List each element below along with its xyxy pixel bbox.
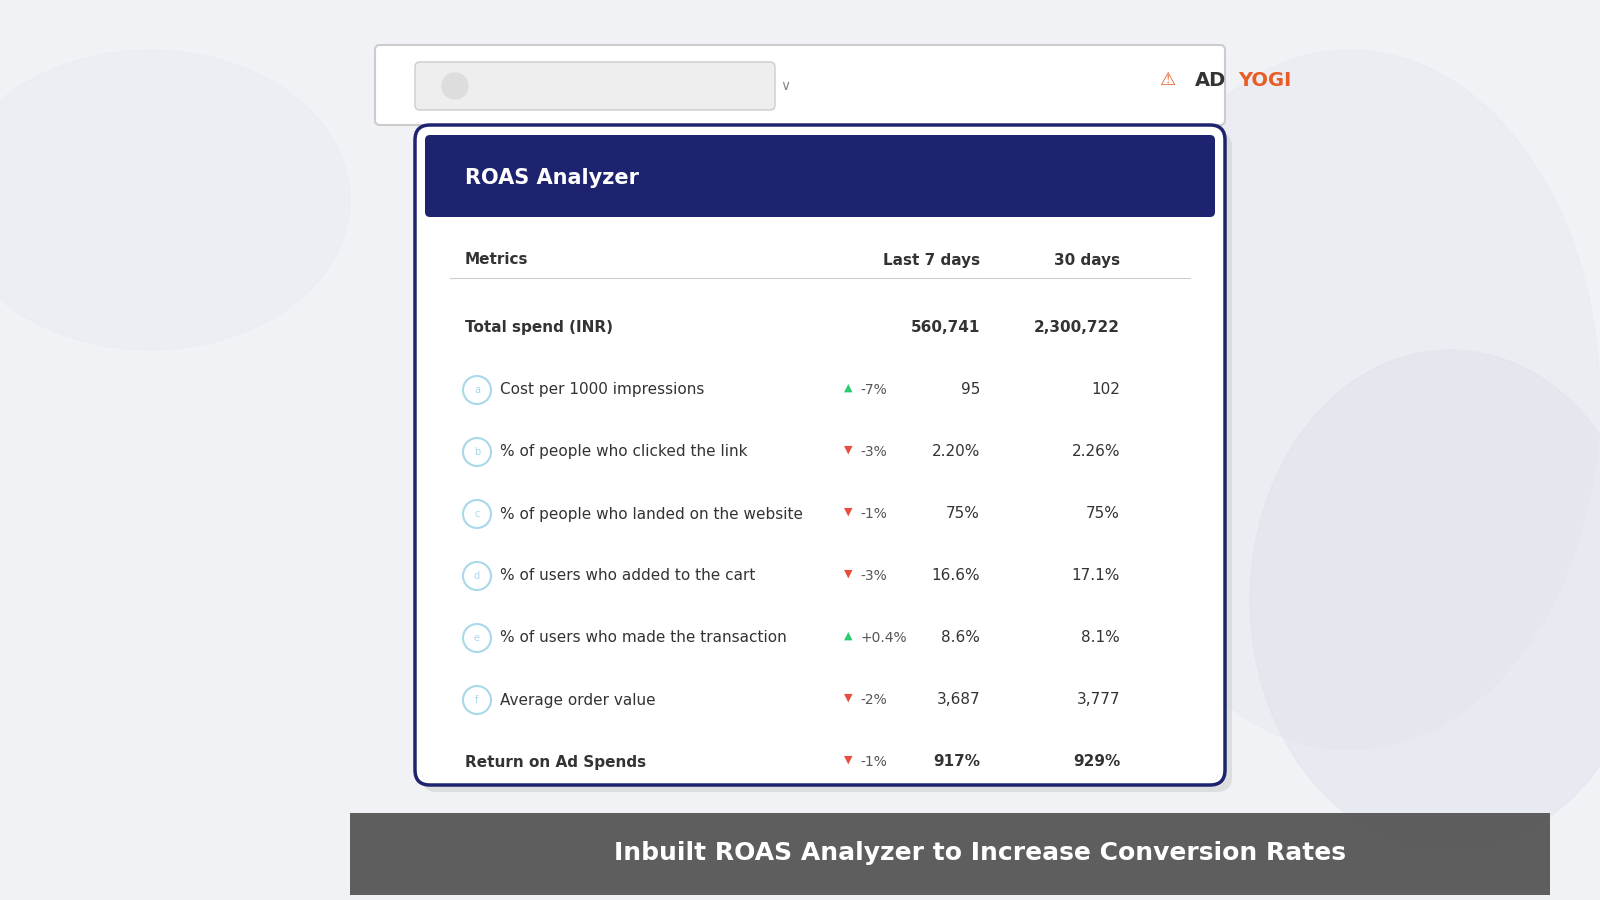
Text: 30 days: 30 days bbox=[1054, 253, 1120, 267]
Text: 95: 95 bbox=[960, 382, 979, 398]
Text: ⚠: ⚠ bbox=[1160, 71, 1182, 89]
Text: +0.4%: +0.4% bbox=[861, 631, 907, 645]
Ellipse shape bbox=[1101, 50, 1600, 750]
Text: -3%: -3% bbox=[861, 569, 886, 583]
FancyBboxPatch shape bbox=[374, 45, 1226, 125]
FancyBboxPatch shape bbox=[426, 135, 1214, 217]
Text: 17.1%: 17.1% bbox=[1072, 569, 1120, 583]
Text: Inbuilt ROAS Analyzer to Increase Conversion Rates: Inbuilt ROAS Analyzer to Increase Conver… bbox=[614, 841, 1346, 865]
Text: 917%: 917% bbox=[933, 754, 979, 770]
FancyBboxPatch shape bbox=[414, 62, 774, 110]
Text: ▼: ▼ bbox=[843, 507, 851, 517]
Circle shape bbox=[462, 624, 491, 652]
Text: 8.6%: 8.6% bbox=[941, 631, 979, 645]
Text: 2.20%: 2.20% bbox=[931, 445, 979, 460]
Text: 3,687: 3,687 bbox=[936, 692, 979, 707]
Text: f: f bbox=[475, 695, 478, 705]
Text: -1%: -1% bbox=[861, 755, 886, 769]
Text: Average order value: Average order value bbox=[499, 692, 656, 707]
Text: a: a bbox=[474, 385, 480, 395]
Text: -3%: -3% bbox=[861, 445, 886, 459]
Text: d: d bbox=[474, 571, 480, 581]
Text: % of users who added to the cart: % of users who added to the cart bbox=[499, 569, 755, 583]
Text: Metrics: Metrics bbox=[466, 253, 528, 267]
Text: -7%: -7% bbox=[861, 383, 886, 397]
Text: 560,741: 560,741 bbox=[910, 320, 979, 336]
Text: e: e bbox=[474, 633, 480, 643]
Text: -1%: -1% bbox=[861, 507, 886, 521]
Text: 16.6%: 16.6% bbox=[931, 569, 979, 583]
Text: Return on Ad Spends: Return on Ad Spends bbox=[466, 754, 646, 770]
Ellipse shape bbox=[1250, 350, 1600, 850]
Circle shape bbox=[462, 686, 491, 714]
Text: 8.1%: 8.1% bbox=[1082, 631, 1120, 645]
Ellipse shape bbox=[0, 50, 350, 350]
Text: 75%: 75% bbox=[1086, 507, 1120, 521]
Text: b: b bbox=[474, 447, 480, 457]
Text: YOGI: YOGI bbox=[1238, 70, 1291, 89]
Text: Last 7 days: Last 7 days bbox=[883, 253, 979, 267]
Text: ROAS Analyzer: ROAS Analyzer bbox=[466, 168, 638, 188]
Text: 102: 102 bbox=[1091, 382, 1120, 398]
Text: 929%: 929% bbox=[1072, 754, 1120, 770]
Text: c: c bbox=[474, 509, 480, 519]
Bar bbox=[430, 172, 1210, 212]
Circle shape bbox=[442, 73, 467, 99]
Text: ∨: ∨ bbox=[779, 79, 790, 93]
Text: -2%: -2% bbox=[861, 693, 886, 707]
Text: ▼: ▼ bbox=[843, 755, 851, 765]
Text: ▲: ▲ bbox=[843, 631, 851, 641]
Bar bbox=[350, 813, 1550, 895]
Circle shape bbox=[462, 562, 491, 590]
Text: 2,300,722: 2,300,722 bbox=[1034, 320, 1120, 336]
Text: % of users who made the transaction: % of users who made the transaction bbox=[499, 631, 787, 645]
Text: 2.26%: 2.26% bbox=[1072, 445, 1120, 460]
Text: Total spend (INR): Total spend (INR) bbox=[466, 320, 613, 336]
Text: AD: AD bbox=[1195, 70, 1226, 89]
Text: ▲: ▲ bbox=[843, 383, 851, 393]
Text: ▼: ▼ bbox=[843, 569, 851, 579]
Text: % of people who landed on the website: % of people who landed on the website bbox=[499, 507, 803, 521]
Circle shape bbox=[462, 500, 491, 528]
Circle shape bbox=[462, 376, 491, 404]
Text: 75%: 75% bbox=[946, 507, 979, 521]
Text: ▼: ▼ bbox=[843, 693, 851, 703]
Text: ▼: ▼ bbox=[843, 445, 851, 455]
Text: Cost per 1000 impressions: Cost per 1000 impressions bbox=[499, 382, 704, 398]
Text: 3,777: 3,777 bbox=[1077, 692, 1120, 707]
Text: % of people who clicked the link: % of people who clicked the link bbox=[499, 445, 747, 460]
FancyBboxPatch shape bbox=[414, 125, 1226, 785]
Circle shape bbox=[462, 438, 491, 466]
FancyBboxPatch shape bbox=[422, 132, 1232, 792]
